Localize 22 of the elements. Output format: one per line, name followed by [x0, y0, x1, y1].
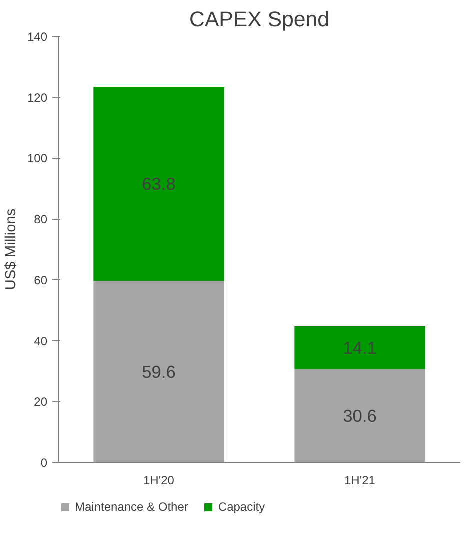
y-tick-label: 140: [27, 30, 48, 44]
bar: [294, 326, 426, 370]
bar: [294, 369, 426, 462]
y-tick-label: 60: [34, 273, 48, 288]
data-label: 63.8: [142, 174, 176, 194]
legend-label: Capacity: [218, 500, 266, 514]
bar: [94, 281, 224, 462]
y-tick-label: 120: [27, 90, 48, 105]
y-tick-label: 40: [34, 334, 48, 348]
chart-title: CAPEX Spend: [190, 8, 330, 32]
y-tick-label: 0: [40, 456, 48, 470]
data-label: 59.6: [142, 362, 176, 382]
data-label: 14.1: [343, 338, 377, 358]
y-tick-label: 80: [34, 212, 48, 227]
bar: [94, 87, 224, 282]
legend-label: Maintenance & Other: [75, 500, 188, 514]
x-tick-label: 1H'20: [144, 474, 175, 488]
y-axis-title: US$ Millions: [3, 208, 20, 290]
data-label: 30.6: [343, 406, 377, 426]
y-tick-label: 100: [27, 152, 48, 166]
x-tick-label: 1H'21: [344, 474, 376, 488]
y-tick-label: 20: [34, 395, 48, 410]
